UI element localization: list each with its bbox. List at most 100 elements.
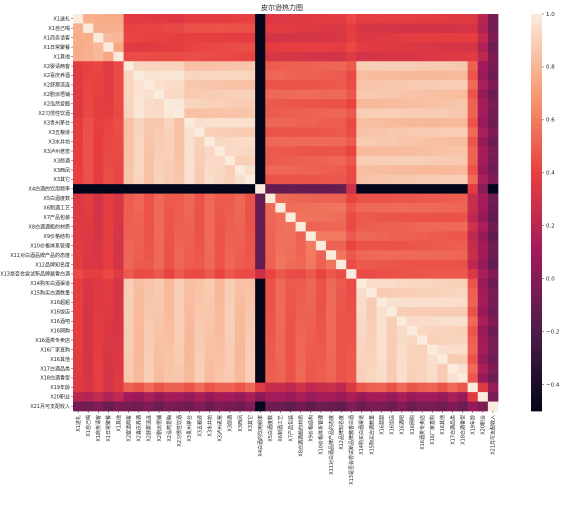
- colorbar-segment: [531, 48, 542, 55]
- y-tick-label: X3西凤: [53, 168, 70, 174]
- heatmap-cell: [275, 80, 286, 90]
- heatmap-cell: [265, 51, 276, 62]
- heatmap-cell: [103, 51, 114, 62]
- y-tick-label: X10价格体系管理: [30, 242, 70, 249]
- heatmap-cell: [346, 146, 357, 157]
- heatmap-cell: [245, 221, 256, 232]
- heatmap-cell: [356, 259, 367, 270]
- heatmap-cell: [336, 155, 347, 166]
- heatmap-cell: [174, 307, 185, 317]
- heatmap-cell: [224, 32, 236, 43]
- heatmap-cell: [224, 23, 236, 34]
- colorbar-segment: [531, 291, 542, 298]
- heatmap-cell: [315, 316, 327, 327]
- heatmap-cell: [376, 288, 388, 298]
- heatmap-cell: [255, 344, 266, 355]
- heatmap-cell: [164, 392, 175, 402]
- heatmap-cell: [275, 155, 286, 166]
- heatmap-cell: [164, 401, 175, 412]
- heatmap-cell: [93, 117, 104, 128]
- heatmap-cell: [73, 42, 84, 53]
- heatmap-cell: [184, 99, 195, 109]
- colorbar-segment: [531, 227, 542, 233]
- heatmap-cell: [174, 61, 185, 72]
- heatmap-cell: [336, 61, 347, 72]
- heatmap-cell: [315, 203, 327, 213]
- heatmap-cell: [194, 99, 205, 109]
- heatmap-cell: [245, 51, 256, 62]
- heatmap-cell: [255, 278, 266, 289]
- colorbar-segment: [531, 356, 542, 362]
- y-tick-label: X13是否会尝试新品牌酱香白酒: [0, 271, 70, 278]
- heatmap-cell: [133, 344, 145, 355]
- x-tick-label: X1其他: [115, 415, 122, 432]
- heatmap-cell: [366, 240, 377, 251]
- heatmap-cell: [285, 373, 296, 383]
- heatmap-cell: [477, 184, 489, 194]
- heatmap-cell: [356, 174, 367, 185]
- heatmap-cell: [285, 136, 296, 147]
- heatmap-cell: [406, 61, 418, 72]
- colorbar-segment: [531, 237, 542, 243]
- heatmap-cell: [305, 174, 317, 185]
- heatmap-cell: [427, 307, 438, 317]
- heatmap-cell: [346, 363, 357, 374]
- heatmap-cell: [457, 269, 468, 280]
- heatmap-cell: [234, 32, 246, 43]
- y-tick-label: X16厂家直购: [40, 346, 70, 353]
- heatmap-cell: [123, 325, 135, 336]
- heatmap-cell: [366, 401, 377, 412]
- heatmap-cell: [275, 146, 286, 157]
- heatmap-cell: [103, 14, 114, 24]
- heatmap-cell: [143, 14, 155, 24]
- heatmap-cell: [376, 174, 388, 185]
- x-tick-label: X10价格体系管理: [318, 415, 325, 455]
- colorbar-segment: [531, 143, 542, 149]
- heatmap-cell: [336, 14, 347, 24]
- y-tick-label: X16酒类专卖店: [35, 337, 70, 344]
- heatmap-cell: [376, 297, 388, 308]
- heatmap-cell: [437, 259, 448, 270]
- heatmap-cell: [457, 354, 468, 365]
- heatmap-cell: [396, 325, 408, 336]
- heatmap-cell: [234, 335, 246, 346]
- y-tick-label: X19年龄: [50, 384, 70, 391]
- heatmap-cell: [133, 108, 145, 119]
- heatmap-cell: [153, 297, 165, 308]
- heatmap-cell: [73, 23, 84, 34]
- heatmap-cell: [184, 155, 195, 166]
- colorbar-segment: [531, 286, 542, 293]
- heatmap-cell: [427, 401, 438, 412]
- heatmap-cell: [325, 335, 337, 346]
- heatmap-cell: [275, 240, 286, 251]
- heatmap-cell: [133, 61, 145, 72]
- heatmap-cell: [417, 231, 428, 242]
- heatmap-cell: [315, 401, 327, 412]
- heatmap-cell: [164, 307, 175, 317]
- heatmap-cell: [234, 250, 246, 261]
- heatmap-cell: [295, 212, 307, 223]
- heatmap-cell: [417, 184, 428, 194]
- heatmap-cell: [396, 240, 408, 251]
- heatmap-cell: [255, 70, 266, 81]
- heatmap-cell: [174, 14, 185, 24]
- y-tick-label: X3郎酒: [53, 157, 70, 164]
- heatmap-cell: [295, 316, 307, 327]
- heatmap-cell: [417, 354, 428, 365]
- heatmap-cell: [457, 117, 468, 128]
- heatmap-cell: [437, 392, 448, 402]
- heatmap-cell: [406, 108, 418, 119]
- x-tick-label: X1日常聚餐: [105, 415, 112, 442]
- x-tick-label: X2泓然爱酶: [166, 415, 173, 442]
- heatmap-cell: [336, 231, 347, 242]
- heatmap-cell: [83, 146, 94, 157]
- heatmap-cell: [194, 42, 205, 53]
- heatmap-cell: [123, 392, 135, 402]
- heatmap-cell: [356, 373, 367, 383]
- heatmap-cell: [366, 70, 377, 81]
- heatmap-cell: [336, 108, 347, 119]
- heatmap-cell: [184, 297, 195, 308]
- heatmap-cell: [133, 373, 145, 383]
- heatmap-cell: [93, 80, 104, 90]
- heatmap-cell: [275, 307, 286, 317]
